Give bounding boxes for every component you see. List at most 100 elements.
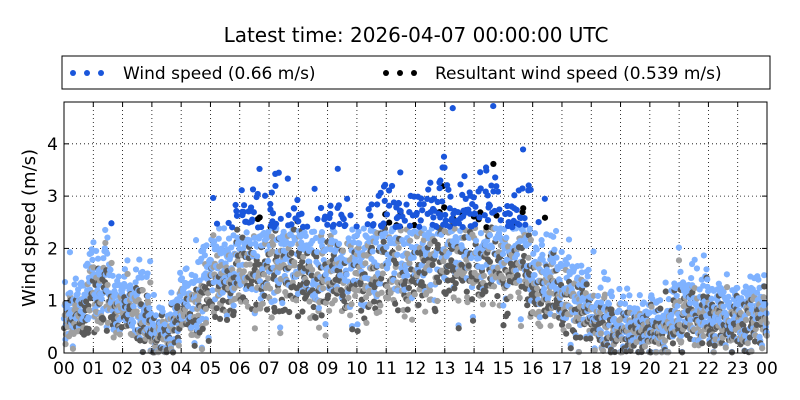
x-tick-label: 22 [698,359,720,379]
resultant-wind-speed-point [234,257,241,264]
wind-speed-point [90,239,97,246]
resultant-wind-speed-point [507,293,514,300]
x-tick-label: 17 [551,359,573,379]
wind-speed-point [144,270,151,277]
x-tick-label: 10 [346,359,368,379]
wind-speed-point [472,237,480,244]
wind-speed-point [72,275,79,282]
wind-speed-point [584,273,591,280]
y-tick-label: 2 [47,239,58,259]
wind-speed-point [419,207,426,214]
resultant-wind-speed-point [347,312,354,319]
resultant-wind-speed-point [286,308,293,316]
wind-speed-point [418,195,425,202]
resultant-wind-speed-point [591,347,598,354]
wind-speed-point [115,273,122,280]
wind-speed-point [306,258,313,265]
resultant-wind-speed-point [653,349,660,356]
wind-speed-point [530,250,537,257]
wind-speed-point [640,299,647,306]
wind-speed-point [368,201,375,208]
resultant-wind-speed-point [339,247,347,254]
wind-speed-point [620,293,627,300]
resultant-wind-speed-point [380,238,387,245]
wind-speed-point [723,311,730,319]
wind-speed-point [516,277,523,284]
wind-speed-point [102,226,109,234]
wind-speed-point [327,202,334,209]
resultant-wind-speed-point [415,301,422,309]
wind-speed-point [256,165,263,173]
wind-speed-point [488,244,496,251]
wind-speed-point [594,292,602,300]
wind-speed-point [437,177,444,184]
resultant-wind-speed-point [93,326,100,333]
wind-speed-point [132,266,140,273]
resultant-wind-speed-point [202,305,210,313]
resultant-wind-speed-point [294,313,302,320]
wind-speed-point [675,244,682,251]
resultant-wind-speed-point [700,332,707,340]
wind-speed-point [538,241,546,249]
resultant-wind-speed-point [174,303,181,310]
y-tick-label: 3 [47,187,58,207]
wind-speed-point [355,228,362,235]
resultant-wind-speed-point [494,292,501,300]
wind-speed-point [442,217,449,224]
wind-speed-point [477,185,484,192]
wind-speed-point [104,250,111,257]
resultant-wind-speed-point [253,301,260,308]
resultant-wind-speed-point [363,319,370,326]
wind-speed-point [327,210,334,217]
resultant-wind-speed-point [378,289,385,296]
resultant-wind-speed-point [104,319,112,326]
resultant-wind-speed-point [691,284,698,292]
resultant-wind-speed-point [288,249,295,257]
wind-speed-point [132,279,139,286]
resultant-wind-speed-point [535,261,542,268]
resultant-wind-speed-point [147,279,154,286]
resultant-wind-speed-point [104,281,111,289]
resultant-wind-speed-point [378,275,385,282]
wind-speed-point [526,225,533,232]
x-tick-label: 02 [112,359,134,379]
wind-speed-point [703,266,710,273]
x-tick-label: 23 [727,359,749,379]
resultant-wind-speed-point [407,237,414,244]
resultant-wind-speed-point [608,310,616,317]
resultant-wind-speed-point [648,303,655,310]
wind-speed-point [404,272,411,279]
x-tick-label: 07 [258,359,280,379]
resultant-wind-speed-point [198,346,206,353]
wind-speed-point [310,228,318,235]
resultant-wind-speed-point [600,347,607,354]
wind-speed-point [477,169,484,176]
wind-speed-point [484,192,491,199]
resultant-wind-speed-point [411,291,418,298]
wind-speed-point [538,237,545,244]
wind-speed-point [449,105,456,112]
resultant-wind-speed-point [761,283,768,290]
resultant-wind-speed-point [406,260,413,267]
resultant-wind-speed-point [213,305,220,312]
resultant-wind-speed-point [662,288,669,295]
resultant-wind-speed-point [665,349,672,356]
resultant-wind-speed-point [504,310,511,317]
resultant-wind-speed-point [371,298,378,305]
wind-speed-point [597,284,604,291]
wind-speed-point [277,215,284,222]
wind-speed-point [541,285,548,292]
resultant-wind-speed-point [269,248,276,255]
wind-speed-point [340,215,347,223]
wind-speed-point [500,302,507,309]
wind-speed-point [471,221,479,228]
resultant-wind-speed-point [318,312,325,319]
resultant-wind-speed-point [434,297,441,305]
legend-marker-resultant [411,70,417,76]
wind-speed-point [611,315,618,322]
wind-speed-point [265,228,272,235]
wind-speed-point [370,221,377,228]
wind-speed-point [178,275,186,282]
resultant-wind-speed-point [261,292,268,299]
wind-speed-point [453,238,460,245]
